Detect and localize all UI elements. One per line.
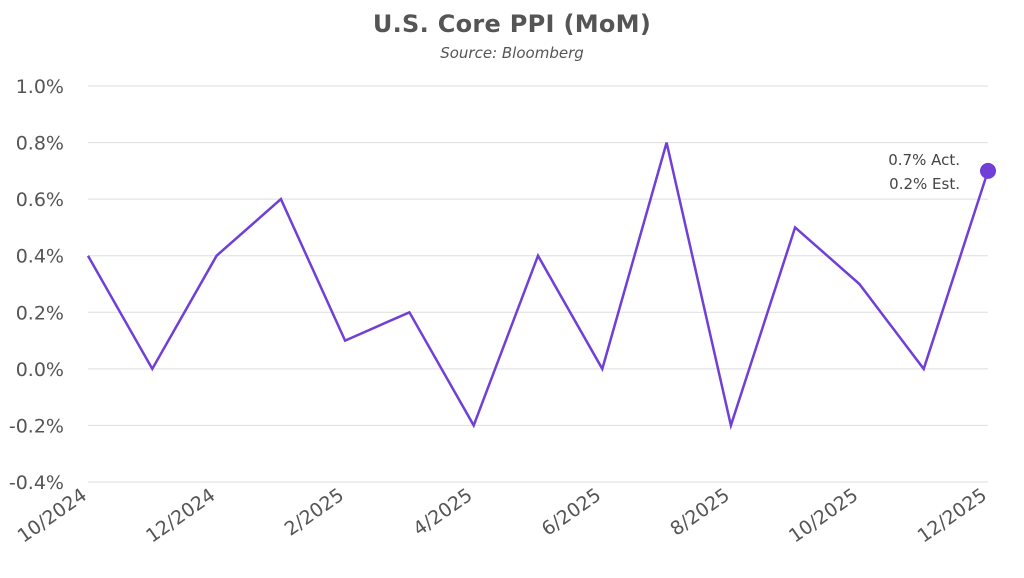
y-tick-label: 0.2% bbox=[16, 302, 64, 324]
y-tick-label: 0.4% bbox=[16, 246, 64, 268]
y-tick-label: -0.2% bbox=[9, 415, 64, 437]
x-tick-label: 4/2025 bbox=[409, 484, 476, 540]
y-tick-label: 0.8% bbox=[16, 133, 64, 155]
x-tick-label: 10/2025 bbox=[785, 484, 862, 547]
y-axis-ticks: -0.4% -0.2% 0.0% 0.2% 0.4% 0.6% 0.8% 1.0% bbox=[9, 76, 64, 494]
y-tick-label: 1.0% bbox=[16, 76, 64, 98]
x-axis-ticks: 10/2024 12/2024 2/2025 4/2025 6/2025 8/2025 10… bbox=[14, 484, 991, 547]
annotation-group: 0.7% Act. 0.2% Est. bbox=[888, 151, 996, 193]
annotation-label: 0.2% Est. bbox=[889, 175, 960, 193]
x-tick-label: 2/2025 bbox=[281, 484, 348, 540]
y-tick-label: 0.0% bbox=[16, 359, 64, 381]
x-tick-label: 6/2025 bbox=[538, 484, 605, 540]
x-tick-label: 12/2024 bbox=[142, 484, 219, 547]
y-tick-label: -0.4% bbox=[9, 472, 64, 494]
annotation-label: 0.7% Act. bbox=[888, 151, 960, 169]
y-tick-label: 0.6% bbox=[16, 189, 64, 211]
series-line bbox=[86, 142, 990, 431]
chart-title: U.S. Core PPI (MoM) bbox=[372, 10, 652, 38]
series-line-group bbox=[86, 142, 990, 431]
x-tick-label: 12/2025 bbox=[914, 484, 991, 547]
gridlines bbox=[88, 85, 988, 483]
x-tick-label: 8/2025 bbox=[666, 484, 733, 540]
latest-point-marker bbox=[980, 162, 996, 179]
chart-subtitle: Source: Bloomberg bbox=[440, 44, 584, 62]
